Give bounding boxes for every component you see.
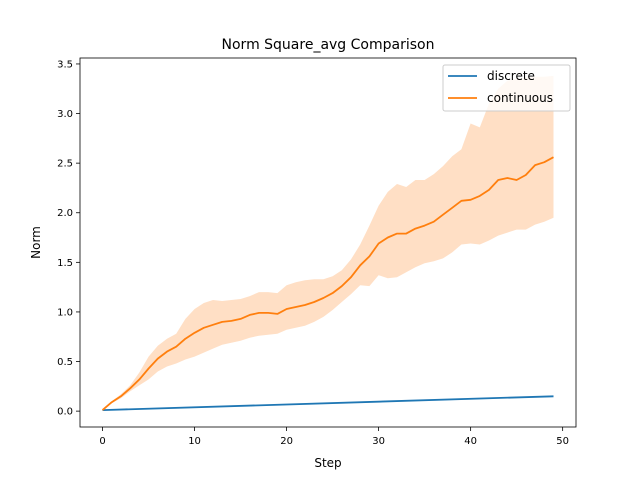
y-tick-label: 1.5 [57, 258, 73, 269]
x-axis-label: Step [314, 456, 341, 470]
chart-title: Norm Square_avg Comparison [222, 37, 435, 53]
y-tick-label: 1.0 [57, 307, 73, 318]
legend-label-discrete: discrete [487, 69, 535, 83]
x-tick-label: 30 [372, 436, 385, 447]
y-axis-label: Norm [29, 226, 43, 259]
continuous-confidence-band [102, 75, 554, 411]
y-tick-label: 2.5 [57, 159, 73, 170]
y-tick-label: 3.0 [57, 109, 73, 120]
y-tick-label: 2.0 [57, 208, 73, 219]
x-tick-label: 0 [99, 436, 105, 447]
series-line-continuous [101, 156, 554, 411]
legend-label-continuous: continuous [487, 91, 553, 105]
y-tick-label: 3.5 [57, 59, 73, 70]
axes-frame [79, 57, 577, 428]
x-tick-label: 50 [556, 436, 569, 447]
plot-area [101, 75, 554, 411]
x-tick-label: 20 [280, 436, 293, 447]
x-tick-label: 40 [464, 436, 477, 447]
series-line-discrete [102, 395, 554, 411]
y-tick-label: 0.5 [57, 357, 73, 368]
y-tick-label: 0.0 [57, 407, 73, 418]
legend: discrete continuous [442, 64, 571, 112]
x-tick-label: 10 [188, 436, 201, 447]
